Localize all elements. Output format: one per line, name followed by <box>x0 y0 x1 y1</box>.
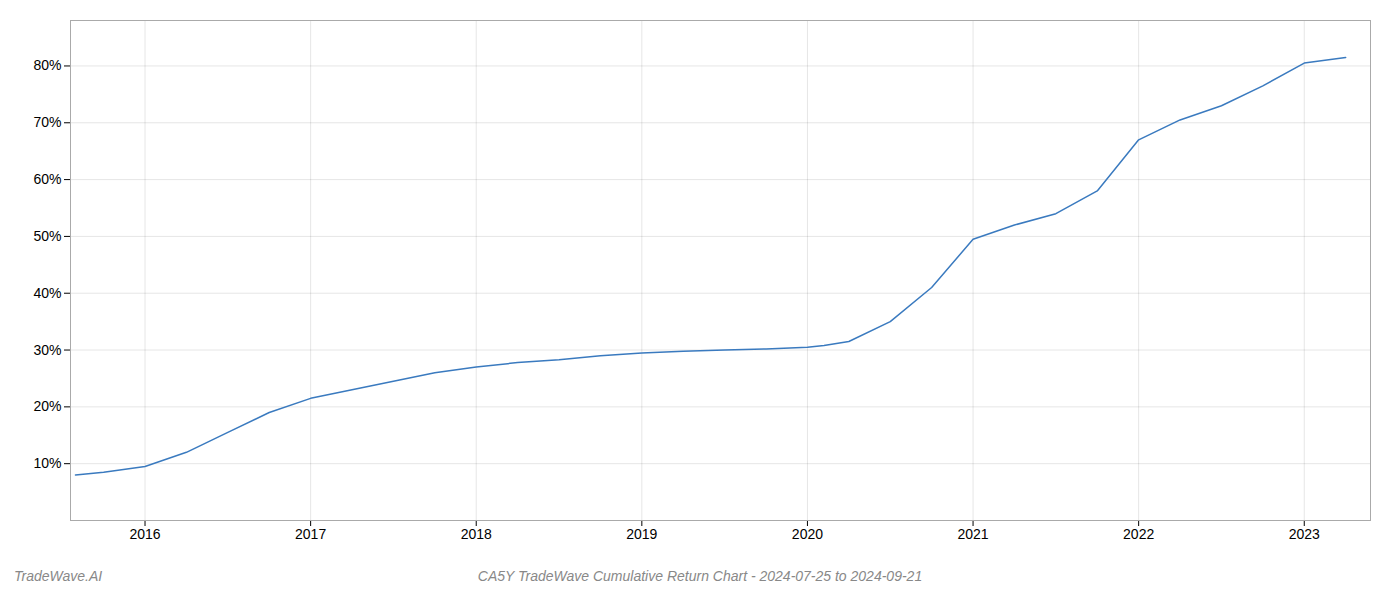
svg-text:40%: 40% <box>33 285 61 301</box>
html-text:TradeWave.AI: TradeWave.AI <box>14 568 103 584</box>
svg-text:60%: 60% <box>33 171 61 187</box>
svg-text:10%: 10% <box>33 455 61 471</box>
svg-text:30%: 30% <box>33 342 61 358</box>
svg-text:80%: 80% <box>33 57 61 73</box>
svg-text:2020: 2020 <box>792 526 823 542</box>
svg-text:2021: 2021 <box>957 526 988 542</box>
svg-text:2016: 2016 <box>129 526 160 542</box>
html-text:CA5Y TradeWave Cumulative Retu: CA5Y TradeWave Cumulative Return Chart -… <box>477 568 923 584</box>
svg-text:2022: 2022 <box>1123 526 1154 542</box>
svg-text:70%: 70% <box>33 114 61 130</box>
svg-text:2018: 2018 <box>461 526 492 542</box>
svg-text:2019: 2019 <box>626 526 657 542</box>
svg-text:2017: 2017 <box>295 526 326 542</box>
svg-text:50%: 50% <box>33 228 61 244</box>
svg-text:2023: 2023 <box>1289 526 1320 542</box>
svg-text:20%: 20% <box>33 398 61 414</box>
